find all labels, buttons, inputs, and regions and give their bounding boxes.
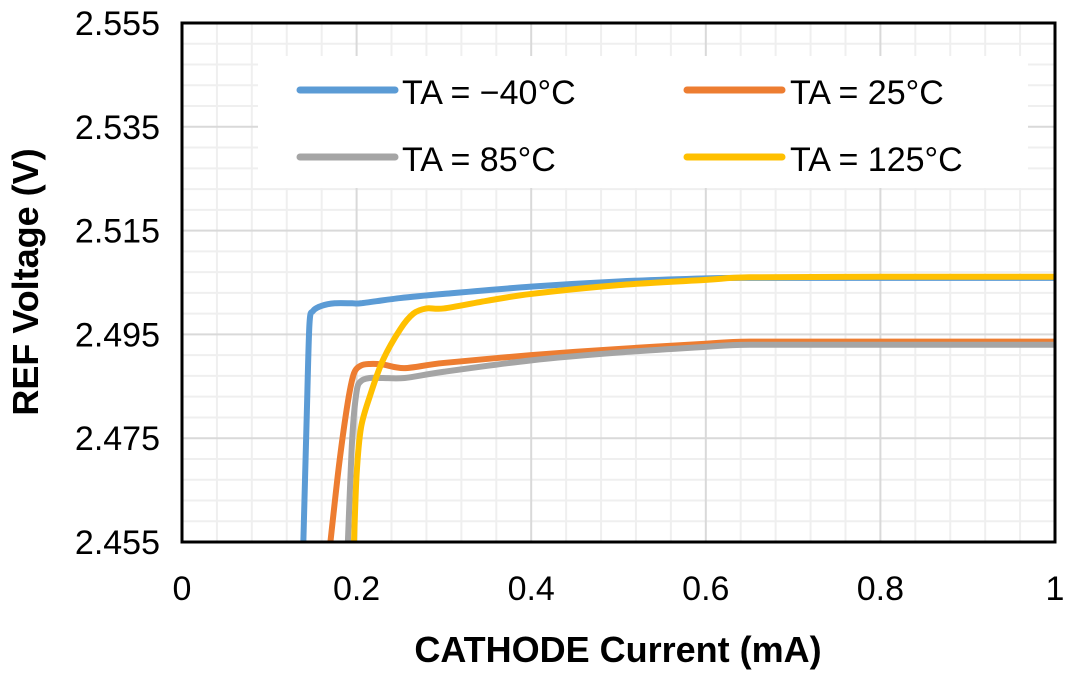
legend-item-25: TA = 25°C <box>683 74 944 112</box>
legend-label: TA = 125°C <box>790 141 963 179</box>
series-line-1 <box>327 338 1055 543</box>
legend-box <box>258 56 1028 188</box>
y-tick-label: 2.495 <box>75 316 160 354</box>
legend-label: TA = 85°C <box>402 141 556 179</box>
x-tick-label: 0.4 <box>508 570 555 608</box>
y-axis-title: REF Voltage (V) <box>5 148 46 415</box>
x-tick-labels: 0 0.2 0.4 0.6 0.8 1 <box>173 570 1065 608</box>
series-layer <box>300 273 1056 543</box>
x-tick-label: 0.2 <box>333 570 380 608</box>
x-tick-label: 0.6 <box>682 570 729 608</box>
y-tick-label: 2.515 <box>75 213 160 251</box>
y-tick-label: 2.475 <box>75 420 160 458</box>
y-tick-labels: 2.455 2.475 2.495 2.515 2.535 2.555 <box>75 5 160 562</box>
x-tick-label: 1 <box>1046 570 1065 608</box>
series-line-2 <box>344 341 1055 543</box>
legend-label: TA = 25°C <box>790 74 944 112</box>
x-tick-label: 0 <box>173 570 192 608</box>
y-tick-label: 2.535 <box>75 109 160 147</box>
legend: TA = −40°C TA = 25°C TA = 85°C TA = 125°… <box>258 56 1028 188</box>
x-tick-label: 0.8 <box>857 570 904 608</box>
legend-item-85: TA = 85°C <box>296 141 556 179</box>
series-line-0 <box>300 274 1055 543</box>
x-axis-title: CATHODE Current (mA) <box>414 629 821 670</box>
legend-item-125: TA = 125°C <box>683 141 963 179</box>
plot-frame <box>180 21 1057 544</box>
y-tick-label: 2.555 <box>75 5 160 43</box>
y-tick-label: 2.455 <box>75 524 160 562</box>
legend-label: TA = −40°C <box>402 74 576 112</box>
legend-item-minus40: TA = −40°C <box>296 74 576 112</box>
series-line-3 <box>350 273 1056 543</box>
